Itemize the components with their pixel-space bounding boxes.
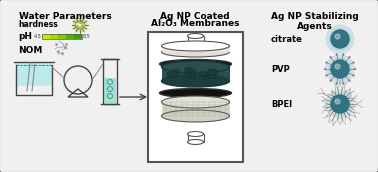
Bar [187, 134, 203, 142]
Ellipse shape [161, 41, 229, 51]
Text: 8.5: 8.5 [83, 34, 91, 39]
Ellipse shape [200, 72, 206, 75]
Ellipse shape [208, 70, 215, 75]
Bar [42, 34, 82, 39]
Ellipse shape [161, 110, 229, 122]
Circle shape [326, 55, 354, 83]
Text: Ag NP Stabilizing
Agents: Ag NP Stabilizing Agents [271, 12, 359, 31]
Polygon shape [16, 64, 52, 85]
Circle shape [329, 93, 351, 115]
Text: 4.5: 4.5 [33, 34, 41, 39]
Ellipse shape [188, 69, 196, 73]
Circle shape [331, 95, 349, 113]
Circle shape [329, 58, 351, 80]
FancyBboxPatch shape [148, 32, 243, 162]
Circle shape [335, 99, 340, 104]
Ellipse shape [210, 71, 218, 75]
Circle shape [331, 60, 349, 78]
Bar [74, 34, 82, 39]
Circle shape [325, 74, 328, 77]
Bar [66, 34, 74, 39]
Bar [42, 34, 50, 39]
Circle shape [330, 56, 332, 58]
Circle shape [348, 79, 350, 82]
Circle shape [335, 82, 338, 85]
Text: Al₂O₃ Membranes: Al₂O₃ Membranes [151, 19, 239, 28]
Bar [161, 67, 229, 81]
Circle shape [352, 74, 355, 77]
Circle shape [348, 56, 350, 58]
Circle shape [335, 53, 338, 56]
Text: Mg²⁺: Mg²⁺ [75, 23, 85, 27]
Bar [103, 59, 117, 104]
Ellipse shape [161, 47, 229, 57]
Ellipse shape [160, 60, 231, 68]
Bar [187, 36, 203, 44]
Circle shape [342, 82, 344, 85]
Circle shape [325, 61, 328, 64]
Ellipse shape [161, 75, 229, 87]
Ellipse shape [213, 75, 217, 79]
Text: BPEI: BPEI [271, 99, 292, 109]
Circle shape [331, 30, 349, 48]
Ellipse shape [187, 34, 203, 39]
Ellipse shape [167, 73, 172, 77]
Text: Ag NP Coated: Ag NP Coated [160, 12, 230, 21]
Text: pH: pH [18, 31, 32, 40]
Text: Water Parameters: Water Parameters [19, 12, 112, 21]
Ellipse shape [201, 72, 208, 77]
Ellipse shape [189, 75, 196, 78]
Text: citrate: citrate [271, 35, 303, 44]
Circle shape [352, 61, 355, 64]
Ellipse shape [208, 76, 214, 79]
Ellipse shape [187, 132, 203, 137]
Ellipse shape [172, 72, 177, 77]
Circle shape [335, 64, 340, 69]
Text: PVP: PVP [271, 64, 290, 73]
Circle shape [342, 53, 344, 56]
Ellipse shape [183, 73, 189, 77]
Bar [161, 46, 229, 52]
Ellipse shape [211, 69, 217, 73]
Ellipse shape [187, 139, 203, 144]
Circle shape [324, 68, 326, 70]
Bar [50, 34, 58, 39]
Text: NOM: NOM [18, 46, 42, 55]
Ellipse shape [191, 72, 195, 75]
Circle shape [354, 68, 356, 70]
Ellipse shape [187, 41, 203, 46]
Bar [161, 102, 229, 116]
Circle shape [330, 79, 332, 82]
Ellipse shape [207, 72, 215, 77]
Circle shape [326, 25, 354, 53]
Circle shape [73, 18, 87, 32]
Ellipse shape [160, 89, 231, 98]
Text: hardness: hardness [18, 19, 58, 29]
Ellipse shape [208, 69, 212, 73]
Bar [104, 78, 116, 103]
Circle shape [326, 90, 354, 118]
Circle shape [76, 20, 85, 30]
Ellipse shape [185, 67, 192, 72]
Ellipse shape [172, 69, 180, 75]
Ellipse shape [161, 96, 229, 108]
Bar [58, 34, 66, 39]
Ellipse shape [203, 76, 208, 79]
Ellipse shape [161, 61, 229, 73]
Circle shape [335, 34, 340, 39]
Circle shape [329, 28, 351, 50]
